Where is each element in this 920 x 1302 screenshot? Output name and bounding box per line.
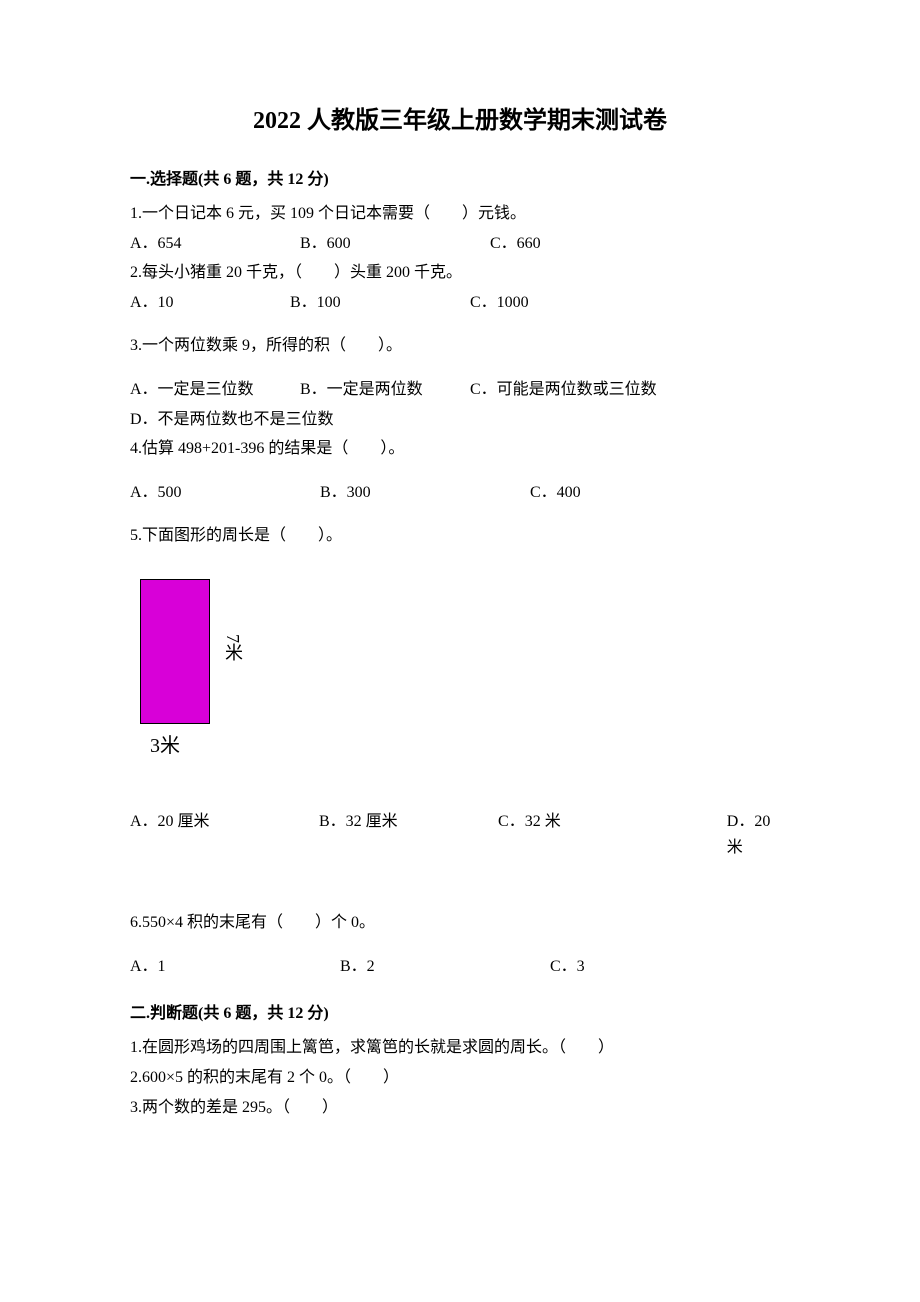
q2-opt-b: B．100 (290, 290, 470, 316)
q4-text: 4.估算 498+201-396 的结果是（ ）。 (130, 436, 790, 462)
q1-opt-b: B．600 (300, 231, 490, 257)
q4-opt-a: A．500 (130, 480, 320, 506)
s2-q1: 1.在圆形鸡场的四周围上篱笆，求篱笆的长就是求圆的周长。（ ） (130, 1035, 790, 1061)
section-1-header: 一.选择题(共 6 题，共 12 分) (130, 165, 790, 189)
q1-opt-a: A．654 (130, 231, 300, 257)
s2-q2: 2.600×5 的积的末尾有 2 个 0。（ ） (130, 1065, 790, 1091)
q5-opt-d: D．20 米 (727, 809, 790, 860)
q6-opt-c: C．3 (550, 954, 585, 980)
q3-options-line1: A．一定是三位数 B．一定是两位数 C．可能是两位数或三位数 (130, 377, 790, 403)
q5-height-label: 7米 (220, 634, 246, 661)
q3-opt-d: D．不是两位数也不是三位数 (130, 407, 790, 433)
page-title: 2022 人教版三年级上册数学期末测试卷 (130, 100, 790, 135)
q3-opt-c: C．可能是两位数或三位数 (470, 377, 790, 403)
q6-options: A．1 B．2 C．3 (130, 954, 790, 980)
q2-options: A．10 B．100 C．1000 (130, 290, 790, 316)
q1-text: 1.一个日记本 6 元，买 109 个日记本需要（ ）元钱。 (130, 201, 790, 227)
q5-opt-a: A．20 厘米 (130, 809, 319, 860)
q4-opt-c: C．400 (530, 480, 581, 506)
q4-options: A．500 B．300 C．400 (130, 480, 790, 506)
section-2-header: 二.判断题(共 6 题，共 12 分) (130, 999, 790, 1023)
q6-opt-a: A．1 (130, 954, 340, 980)
q5-figure: 7米 3米 (130, 579, 260, 769)
q5-opt-b: B．32 厘米 (319, 809, 498, 860)
q5-options: A．20 厘米 B．32 厘米 C．32 米 D．20 米 (130, 809, 790, 860)
q2-opt-c: C．1000 (470, 290, 529, 316)
q3-opt-b: B．一定是两位数 (300, 377, 470, 403)
q5-text: 5.下面图形的周长是（ ）。 (130, 523, 790, 549)
s2-q3: 3.两个数的差是 295。（ ） (130, 1095, 790, 1121)
q1-options: A．654 B．600 C．660 (130, 231, 790, 257)
q2-text: 2.每头小猪重 20 千克，（ ）头重 200 千克。 (130, 260, 790, 286)
q6-text: 6.550×4 积的末尾有（ ）个 0。 (130, 910, 790, 936)
q5-rectangle (140, 579, 210, 724)
q1-opt-c: C．660 (490, 231, 541, 257)
q5-width-label: 3米 (150, 729, 180, 758)
q6-opt-b: B．2 (340, 954, 550, 980)
q2-opt-a: A．10 (130, 290, 290, 316)
q3-opt-a: A．一定是三位数 (130, 377, 300, 403)
q5-opt-c: C．32 米 (498, 809, 727, 860)
q4-opt-b: B．300 (320, 480, 530, 506)
q3-text: 3.一个两位数乘 9，所得的积（ ）。 (130, 333, 790, 359)
